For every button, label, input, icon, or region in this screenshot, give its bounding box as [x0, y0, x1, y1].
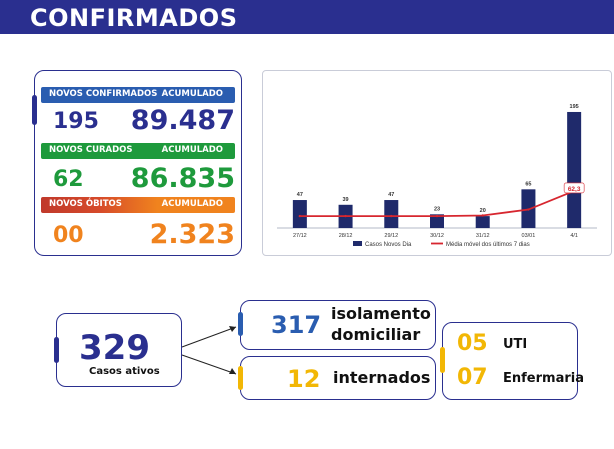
avg-point-0 [298, 214, 302, 218]
x-tick-label-5: 03/01 [522, 233, 536, 239]
isolamento-label-1: isolamento [331, 304, 431, 323]
avg-point-1 [344, 214, 347, 218]
internados-accent-bar [238, 366, 243, 390]
bar-value-label-6: 195 [570, 104, 579, 110]
hospital-accent-bar [440, 347, 445, 373]
internados-value: 12 [287, 365, 321, 393]
uti-value: 05 [457, 331, 488, 356]
x-tick-label-2: 29/12 [384, 233, 398, 239]
avg-point-3 [435, 214, 439, 218]
bar-value-label-2: 47 [388, 192, 394, 198]
avg-callout-box [563, 182, 585, 194]
enfermaria-label: Enfermaria [503, 371, 584, 386]
bar-value-label-0: 47 [297, 192, 303, 198]
page-title: CONFIRMADOS [30, 4, 238, 32]
curados-new: 62 [53, 167, 84, 192]
confirmados-new: 195 [53, 109, 99, 134]
curados-band: NOVOS CURADOS ACUMULADO [41, 143, 235, 159]
obitos-total: 2.323 [149, 219, 235, 250]
isolamento-value: 317 [271, 311, 322, 339]
bar-value-label-4: 20 [480, 208, 486, 214]
internados-label: internados [333, 368, 431, 387]
legend-bar-swatch [353, 241, 362, 246]
curados-total: 86.835 [130, 163, 235, 194]
confirmados-acc-label: ACUMULADO [161, 89, 223, 99]
legend-bar-label: Casos Novos Dia [365, 242, 412, 248]
obitos-acc-label: ACUMULADO [161, 199, 223, 209]
header-banner: CONFIRMADOS [0, 0, 614, 34]
x-tick-label-1: 28/12 [339, 233, 353, 239]
bar-value-label-5: 65 [525, 181, 531, 187]
enfermaria-value: 07 [457, 365, 488, 390]
uti-label: UTI [503, 337, 528, 352]
x-tick-label-3: 30/12 [430, 233, 444, 239]
isolamento-label-2: domiciliar [331, 325, 421, 344]
bar-0 [292, 200, 307, 228]
stats-panel: NOVOS CONFIRMADOS ACUMULADO 195 89.487 N… [32, 70, 242, 256]
internados-box: 12 internados [238, 356, 436, 400]
bar-4 [475, 216, 490, 228]
obitos-band: NOVOS ÓBITOS ACUMULADO [41, 197, 235, 213]
ativos-value: 329 [79, 328, 150, 368]
confirmados-band: NOVOS CONFIRMADOS ACUMULADO [41, 87, 235, 103]
curados-label: NOVOS CURADOS [49, 145, 133, 155]
isolamento-box: 317 isolamento domiciliar [238, 300, 436, 350]
cases-chart: 47 27/12 39 28/12 47 29/12 23 30/12 20 31/12 65 03/… [277, 104, 597, 248]
ativos-label: Casos ativos [89, 366, 160, 377]
ativos-accent-bar [54, 337, 59, 363]
avg-point-4 [481, 214, 484, 217]
isolamento-accent-bar [238, 312, 243, 336]
bar-2 [384, 200, 399, 228]
avg-point-2 [390, 214, 393, 218]
x-tick-label-4: 31/12 [476, 233, 490, 239]
bar-6 [567, 111, 582, 228]
obitos-new: 00 [53, 223, 84, 248]
x-tick-label-0: 27/12 [293, 233, 307, 239]
x-tick-label-6: 4/1 [570, 233, 578, 239]
bar-value-label-3: 23 [434, 206, 440, 212]
confirmados-total: 89.487 [130, 105, 235, 136]
curados-acc-label: ACUMULADO [161, 145, 223, 155]
connector-internados [181, 354, 237, 375]
connector-isolamento [181, 326, 237, 348]
bar-3 [430, 214, 444, 228]
hospital-breakdown-box: 05 UTI 07 Enfermaria [440, 322, 584, 400]
avg-point-5 [527, 208, 530, 211]
casos-ativos-box: 329 Casos ativos [54, 313, 182, 387]
confirmados-label: NOVOS CONFIRMADOS [49, 89, 158, 99]
chart-container: 47 27/12 39 28/12 47 29/12 23 30/12 20 31/12 65 03/… [262, 70, 612, 256]
obitos-label: NOVOS ÓBITOS [49, 199, 122, 209]
arrowhead-internados [229, 368, 236, 374]
legend-line-label: Média móvel dos últimos 7 dias [446, 242, 530, 248]
avg-callout-label: 62,3 [568, 186, 581, 193]
bar-value-label-1: 39 [343, 197, 349, 203]
stats-accent-bar [32, 95, 37, 125]
arrowhead-isolamento [229, 326, 236, 332]
